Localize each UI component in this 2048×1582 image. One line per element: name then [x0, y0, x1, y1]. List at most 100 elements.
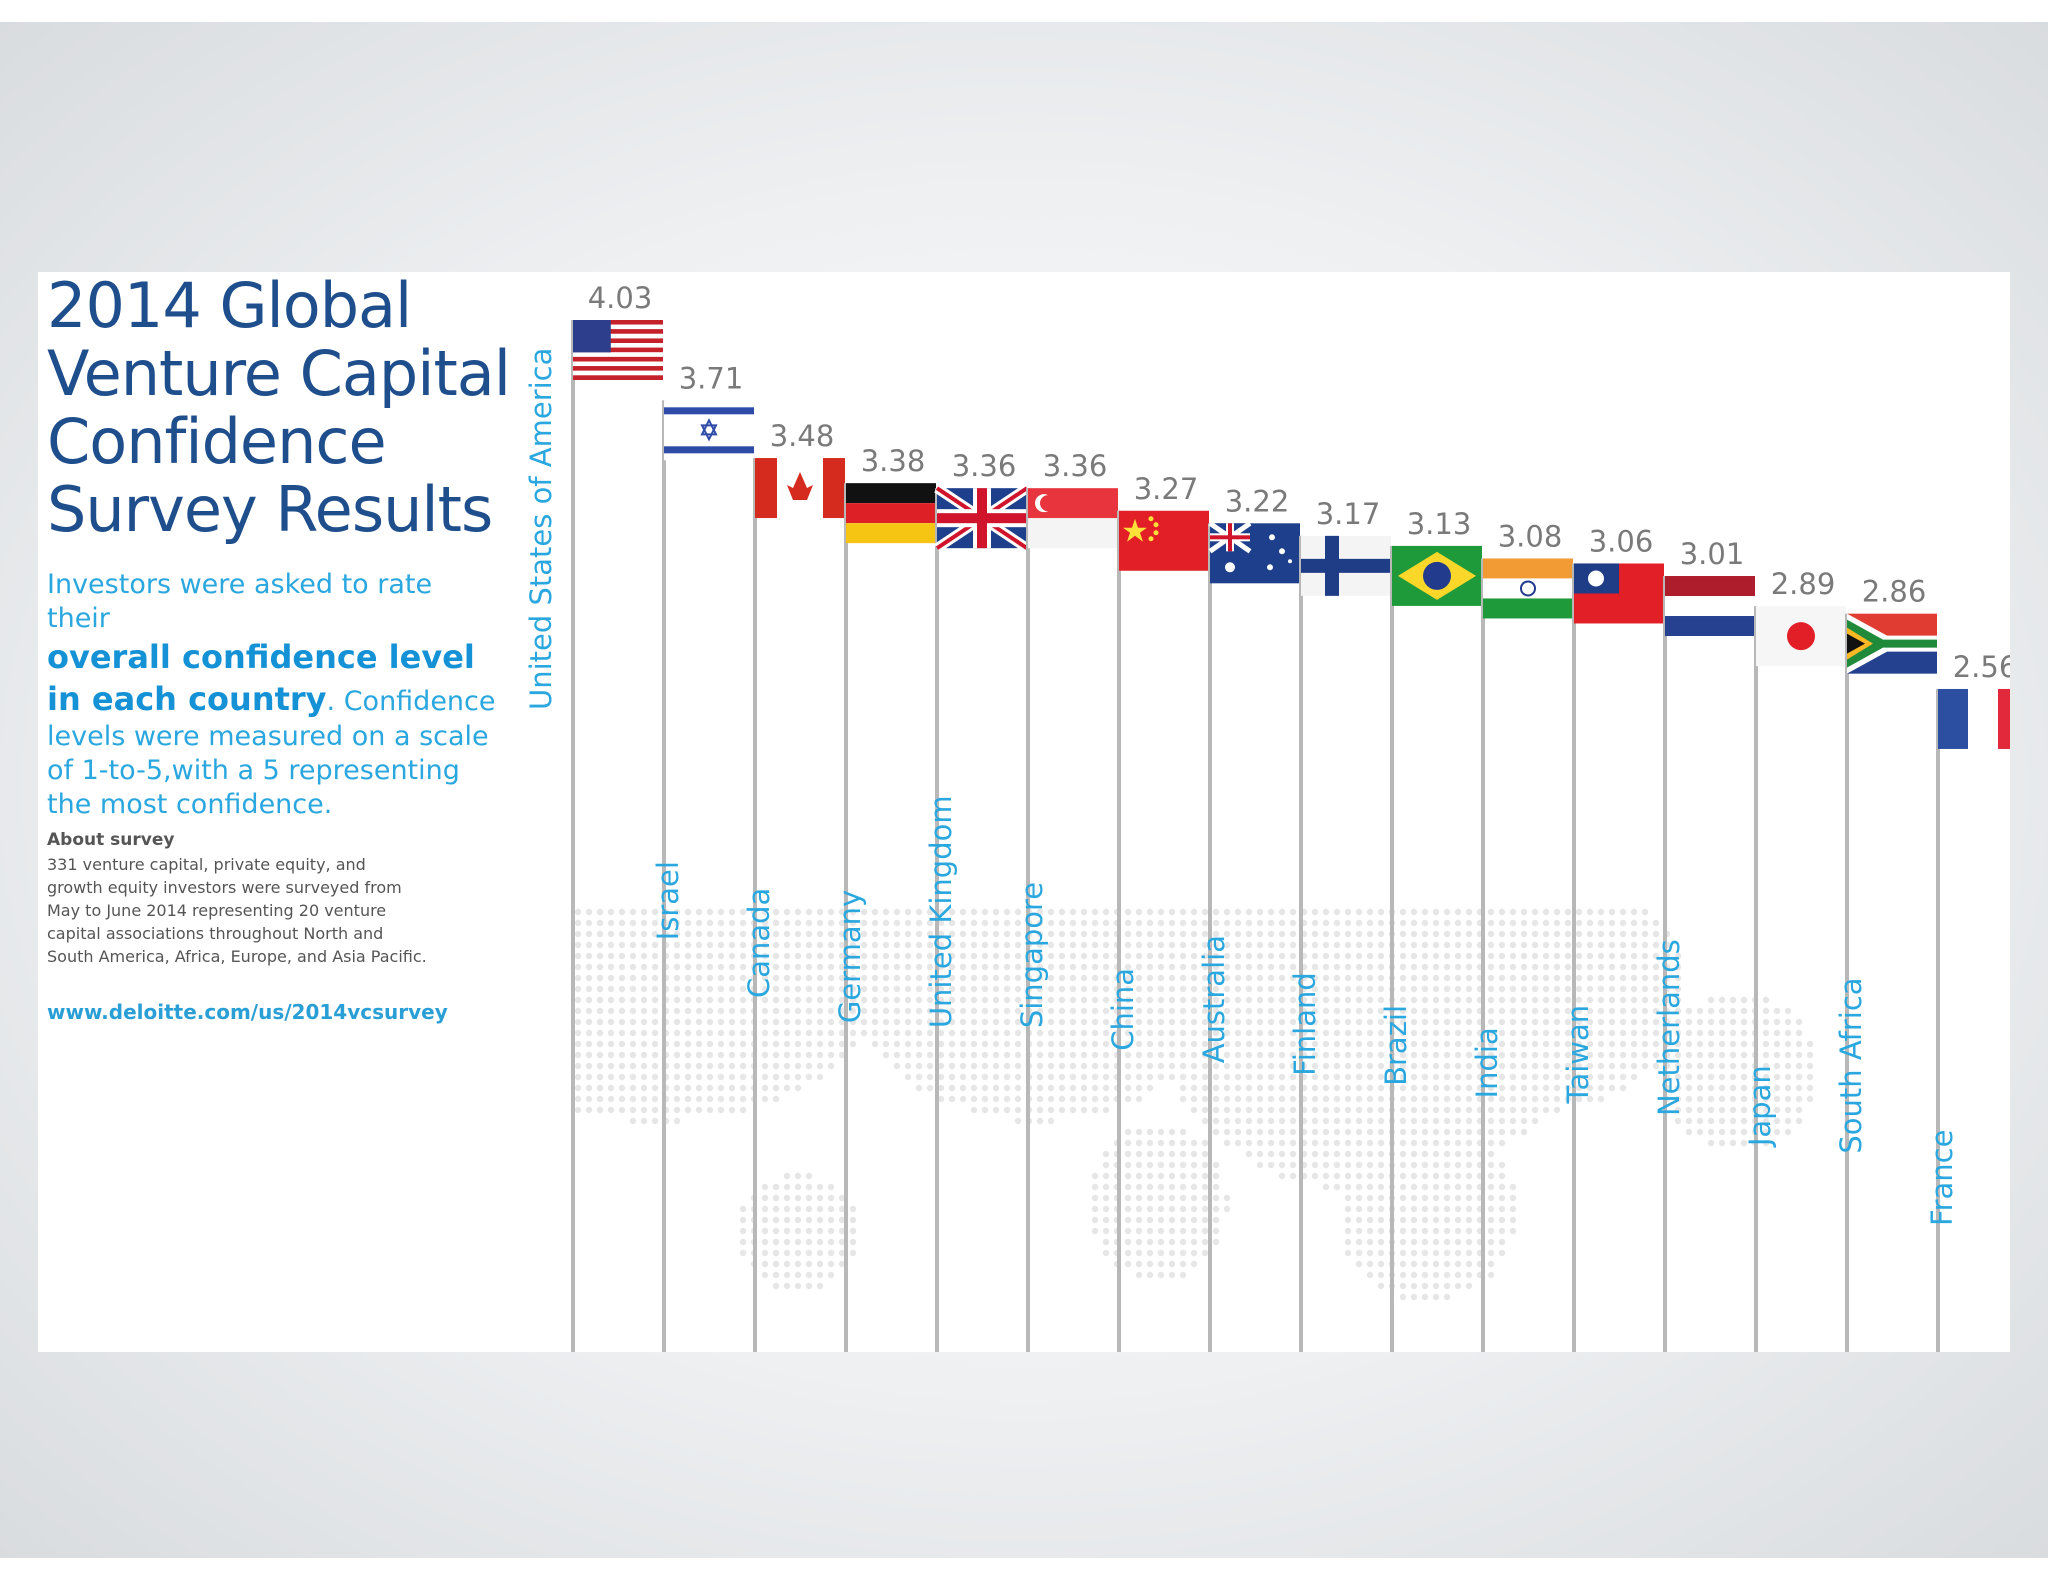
map-dot — [739, 1007, 747, 1015]
map-dot — [1685, 1106, 1693, 1114]
map-dot — [1410, 1095, 1418, 1103]
map-dot — [1718, 1073, 1726, 1081]
map-dot — [1157, 1062, 1165, 1070]
map-dot — [1432, 1249, 1440, 1257]
map-dot — [1278, 952, 1286, 960]
map-dot — [1223, 941, 1231, 949]
map-dot — [1036, 952, 1044, 960]
map-dot — [1124, 1007, 1132, 1015]
map-dot — [827, 1249, 835, 1257]
map-dot — [1674, 1029, 1682, 1037]
map-dot — [761, 1029, 769, 1037]
map-dot — [1520, 1084, 1528, 1092]
map-dot — [1201, 1194, 1209, 1202]
map-dot — [860, 985, 868, 993]
map-dot — [739, 974, 747, 982]
survey-link[interactable]: www.deloitte.com/us/2014vcsurvey — [47, 1000, 448, 1024]
map-dot — [1443, 952, 1451, 960]
map-dot — [1256, 1084, 1264, 1092]
map-dot — [1091, 1172, 1099, 1180]
map-dot — [1608, 930, 1616, 938]
map-dot — [1234, 974, 1242, 982]
map-dot — [805, 1073, 813, 1081]
map-dot — [1014, 1095, 1022, 1103]
map-dot — [1267, 919, 1275, 927]
map-dot — [937, 1007, 945, 1015]
map-dot — [959, 1007, 967, 1015]
map-dot — [1377, 1172, 1385, 1180]
map-dot — [1410, 1238, 1418, 1246]
map-dot — [1729, 1073, 1737, 1081]
map-dot — [1762, 1084, 1770, 1092]
map-dot — [1421, 963, 1429, 971]
map-dot — [1531, 1018, 1539, 1026]
map-dot — [805, 1007, 813, 1015]
map-dot — [1344, 1238, 1352, 1246]
map-dot — [1641, 941, 1649, 949]
map-dot — [1322, 996, 1330, 1004]
map-dot — [937, 1095, 945, 1103]
map-dot — [948, 1040, 956, 1048]
map-dot — [1124, 1183, 1132, 1191]
map-dot — [1784, 1051, 1792, 1059]
map-dot — [1146, 1150, 1154, 1158]
map-dot — [1355, 1084, 1363, 1092]
map-dot — [1146, 1249, 1154, 1257]
flag-pole — [1026, 488, 1030, 1352]
intro-line: Investors were asked to rate their — [47, 569, 433, 634]
map-dot — [1278, 919, 1286, 927]
map-dot — [783, 941, 791, 949]
map-dot — [1355, 1106, 1363, 1114]
map-dot — [1619, 908, 1627, 916]
map-dot — [1223, 985, 1231, 993]
map-dot — [618, 1073, 626, 1081]
map-dot — [794, 1073, 802, 1081]
map-dot — [585, 952, 593, 960]
map-dot — [1366, 1018, 1374, 1026]
map-dot — [1575, 974, 1583, 982]
map-dot — [629, 1040, 637, 1048]
map-dot — [607, 1084, 615, 1092]
map-dot — [893, 1062, 901, 1070]
map-dot — [1366, 1216, 1374, 1224]
map-dot — [1245, 1117, 1253, 1125]
value-label: 2.86 — [1862, 575, 1927, 609]
map-dot — [805, 1238, 813, 1246]
map-dot — [1652, 1007, 1660, 1015]
map-dot — [1135, 985, 1143, 993]
map-dot — [1223, 930, 1231, 938]
flag-pole — [1208, 523, 1212, 1352]
map-dot — [1124, 908, 1132, 916]
value-label: 2.56 — [1953, 650, 2010, 684]
flag-pole — [1481, 558, 1485, 1352]
map-dot — [673, 952, 681, 960]
title-line: 2014 Global — [47, 272, 412, 342]
map-dot — [1586, 919, 1594, 927]
map-dot — [937, 930, 945, 938]
map-dot — [1564, 1029, 1572, 1037]
map-dot — [739, 996, 747, 1004]
map-dot — [1355, 1073, 1363, 1081]
map-dot — [1014, 1018, 1022, 1026]
map-dot — [772, 1249, 780, 1257]
map-dot — [1509, 1227, 1517, 1235]
map-dot — [1047, 1117, 1055, 1125]
map-dot — [1498, 1161, 1506, 1169]
map-dot — [1003, 1095, 1011, 1103]
map-dot — [1223, 1073, 1231, 1081]
map-dot — [739, 1029, 747, 1037]
map-dot — [1278, 1029, 1286, 1037]
map-dot — [618, 1040, 626, 1048]
map-dot — [860, 963, 868, 971]
map-dot — [1685, 1073, 1693, 1081]
map-dot — [1707, 1029, 1715, 1037]
map-dot — [1355, 1062, 1363, 1070]
map-dot — [1399, 1172, 1407, 1180]
map-dot — [629, 908, 637, 916]
map-dot — [1146, 1216, 1154, 1224]
map-dot — [849, 1040, 857, 1048]
map-dot — [1498, 1084, 1506, 1092]
map-dot — [1344, 996, 1352, 1004]
map-dot — [1421, 1216, 1429, 1224]
